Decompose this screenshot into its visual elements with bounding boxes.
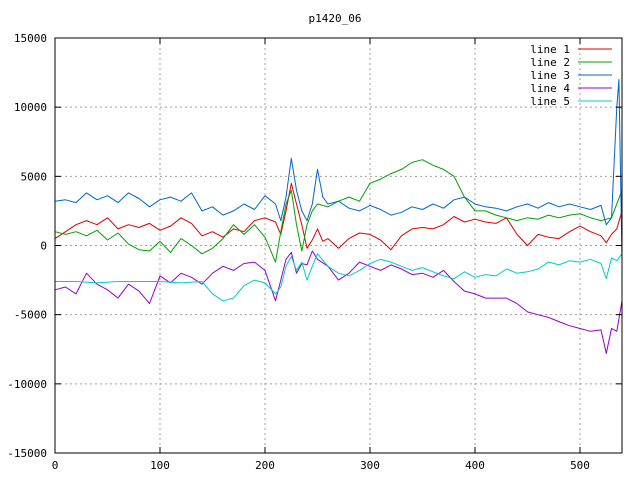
x-tick-label: 300 [360,459,380,472]
x-tick-label: 0 [52,459,59,472]
y-tick-label: -15000 [7,447,47,460]
grid [55,38,622,453]
axis-ticks: 0 100 200 300 400 500 -15000 -10000 -5000 0 5000 10… [7,32,622,472]
legend-label: line 1 [530,43,570,56]
x-tick-label: 100 [150,459,170,472]
chart-title: p1420_06 [309,12,362,25]
series-line-4 [54,250,623,354]
x-tick-label: 400 [465,459,485,472]
series-line-2 [54,159,623,263]
y-tick-label: -10000 [7,378,47,391]
y-tick-label: 15000 [14,32,47,45]
legend-label: line 2 [530,56,570,69]
y-tick-label: -5000 [14,309,47,322]
series-line-5 [55,253,623,302]
legend-label: line 3 [530,69,570,82]
y-tick-label: 5000 [21,170,48,183]
series-lines [54,79,623,354]
legend-label: line 4 [530,82,570,95]
x-tick-label: 500 [570,459,590,472]
y-tick-label: 10000 [14,101,47,114]
y-tick-label: 0 [40,240,47,253]
series-line-1 [54,182,623,251]
x-tick-label: 200 [255,459,275,472]
legend-label: line 5 [530,95,570,108]
series-line-3 [54,79,623,260]
